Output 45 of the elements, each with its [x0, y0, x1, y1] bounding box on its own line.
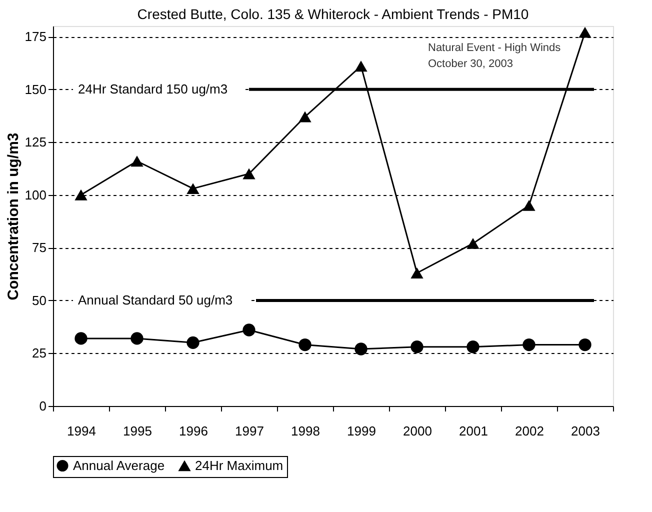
- y-tick-label: 125: [24, 134, 46, 150]
- y-tick-label: 25: [32, 346, 46, 361]
- y-tick-label: 0: [39, 398, 46, 414]
- point: [298, 338, 312, 352]
- x-tick-label: 1999: [347, 424, 376, 438]
- x-tick-label: 1995: [123, 424, 152, 438]
- point: [466, 340, 480, 354]
- point: [354, 342, 368, 356]
- x-tick-label: 2002: [515, 424, 544, 438]
- point: [242, 324, 256, 336]
- point: [410, 340, 424, 354]
- point: [242, 168, 256, 180]
- point: [74, 189, 88, 200]
- point: [74, 332, 88, 345]
- y-tick-label: 175: [24, 29, 46, 44]
- x-tick-label: 1998: [291, 424, 320, 438]
- point: [578, 26, 592, 38]
- point: [522, 338, 536, 352]
- x-tick-label: 2000: [403, 424, 432, 438]
- x-tick-label: 1994: [67, 424, 96, 438]
- point: [522, 200, 536, 211]
- point: [410, 268, 424, 278]
- point: [186, 336, 200, 349]
- point: [578, 338, 592, 352]
- x-tick-label: 2001: [459, 424, 488, 438]
- y-tick-label: 100: [24, 187, 46, 202]
- legend-label: Annual Average: [73, 458, 165, 473]
- ref-line-label: Annual Standard 50 ug/m3: [78, 292, 233, 308]
- x-tick-label: 1996: [179, 424, 208, 438]
- point: [354, 60, 368, 72]
- point: [130, 156, 144, 167]
- annotation: Natural Event - High Winds October 30, 2003: [428, 42, 562, 70]
- point: [466, 238, 480, 249]
- legend-label: 24Hr Maximum: [195, 458, 284, 474]
- x-tick-label: 2003: [571, 424, 600, 438]
- point: [298, 111, 312, 122]
- y-tick-label: 50: [32, 292, 46, 308]
- y-tick-label: 75: [32, 240, 46, 256]
- point: [130, 332, 144, 345]
- y-axis-title: Concentration in ug/m3: [4, 132, 22, 300]
- point: [186, 183, 200, 194]
- chart-title: Crested Butte, Colo. 135 & Whiterock - Ambient Trends - PM10: [137, 6, 529, 22]
- x-tick-label: 1997: [235, 424, 264, 438]
- ref-line-label: 24Hr Standard 150 ug/m3: [78, 81, 228, 96]
- y-tick-label: 150: [24, 82, 46, 97]
